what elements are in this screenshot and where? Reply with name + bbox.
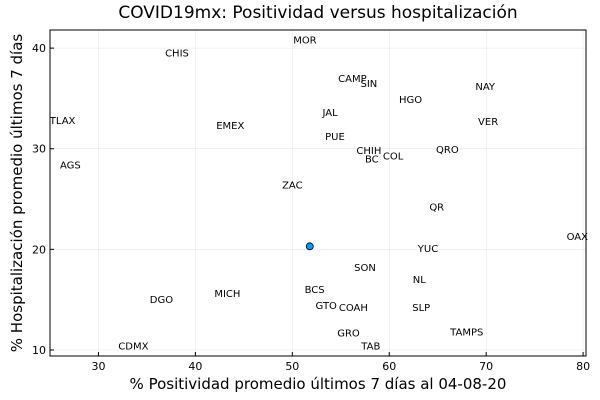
state-label-ags: AGS	[60, 160, 81, 171]
state-label-gto: GTO	[316, 301, 338, 312]
state-label-emex: EMEX	[216, 121, 244, 132]
state-label-son: SON	[354, 263, 376, 274]
x-tick-label: 60	[382, 360, 396, 373]
state-label-zac: ZAC	[282, 180, 303, 191]
chart-title: COVID19mx: Positividad versus hospitaliz…	[118, 3, 517, 23]
y-axis-label: % Hospitalización promedio últimos 7 día…	[8, 34, 26, 353]
national-data-point	[305, 242, 314, 251]
x-tick-label: 40	[188, 360, 202, 373]
state-label-nl: NL	[413, 275, 426, 286]
state-label-dgo: DGO	[150, 295, 173, 306]
state-label-gro: GRO	[337, 328, 360, 339]
state-label-tab: TAB	[360, 341, 380, 352]
state-label-yuc: YUC	[417, 244, 438, 255]
state-label-mor: MOR	[293, 36, 316, 47]
x-axis-label: % Positividad promedio últimos 7 días al…	[130, 375, 507, 393]
state-label-hgo: HGO	[399, 95, 422, 106]
state-label-jal: JAL	[322, 108, 339, 119]
x-tick-label: 80	[576, 360, 590, 373]
grid	[50, 30, 586, 356]
y-tick-label: 10	[32, 344, 46, 357]
state-label-tlax: TLAX	[49, 116, 76, 127]
state-label-nay: NAY	[475, 82, 496, 93]
y-tick-label: 40	[32, 42, 46, 55]
y-tick-label: 30	[32, 143, 46, 156]
state-label-oax: OAX	[567, 232, 589, 243]
state-label-bc: BC	[365, 154, 379, 165]
plot-frame	[49, 29, 587, 357]
x-tick-label: 30	[91, 360, 105, 373]
state-label-col: COL	[383, 151, 404, 162]
axis-ticks: 30 40 50 60 70 80 10 20 30 40	[32, 42, 590, 373]
state-label-slp: SLP	[412, 303, 430, 314]
state-label-tamps: TAMPS	[449, 327, 483, 338]
state-label-camp: CAMP	[338, 74, 366, 85]
state-label-qro: QRO	[436, 145, 459, 156]
state-label-chis: CHIS	[165, 49, 189, 60]
state-label-coah: COAH	[339, 303, 368, 314]
x-tick-label: 50	[285, 360, 299, 373]
state-label-ver: VER	[478, 117, 498, 128]
state-label-chih: CHIH	[356, 146, 381, 157]
data-points	[305, 242, 314, 251]
state-label-bcs: BCS	[305, 285, 325, 296]
state-label-cdmx: CDMX	[118, 341, 148, 352]
state-label-qr: QR	[429, 203, 444, 214]
x-tick-label: 70	[479, 360, 493, 373]
state-label-mich: MICH	[214, 289, 240, 300]
state-label-pue: PUE	[325, 132, 345, 143]
state-label-sin: SIN	[360, 79, 377, 90]
y-tick-label: 20	[32, 243, 46, 256]
